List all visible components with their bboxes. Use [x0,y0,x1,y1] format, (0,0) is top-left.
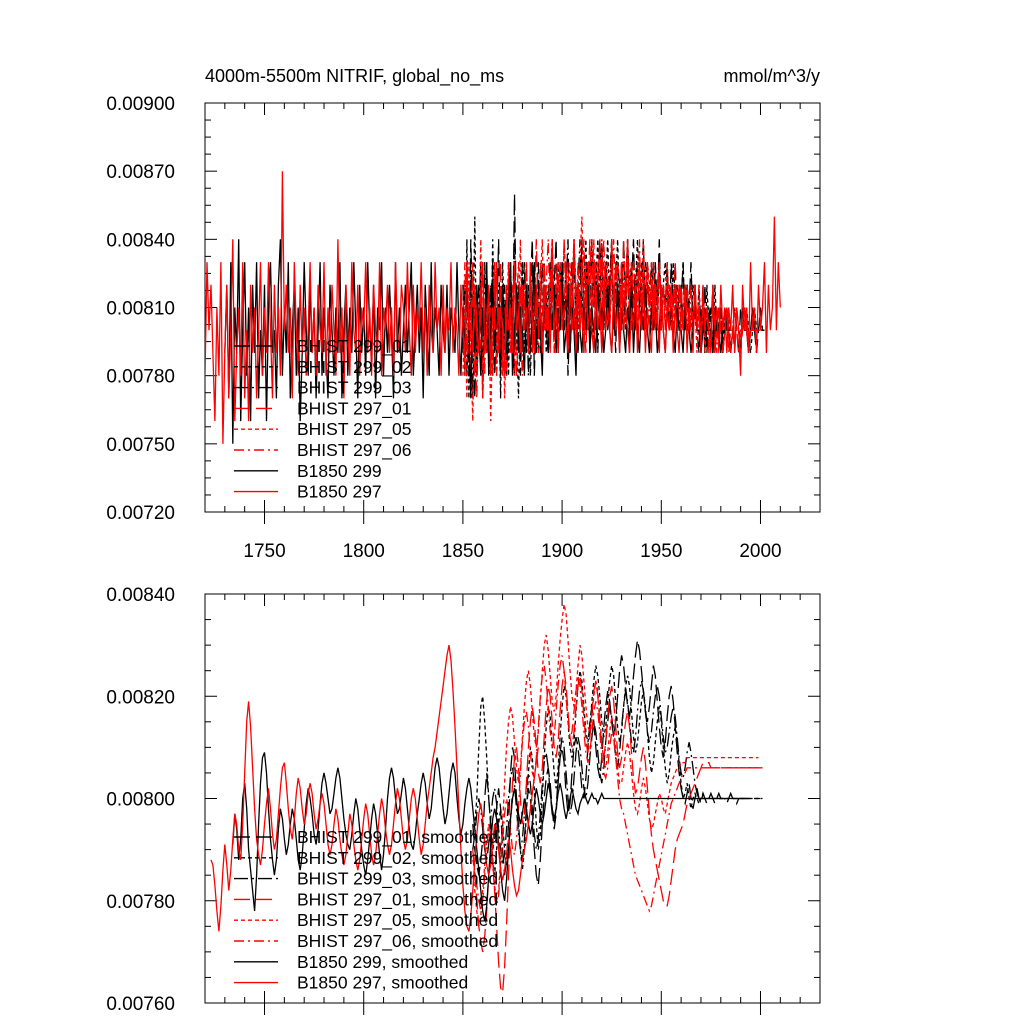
bottom-ytick-label: 0.00840 [106,585,175,606]
top-chart-units: mmol/m^3/y [724,66,820,86]
top-ytick-label: 0.00750 [106,435,175,456]
top-legend-label-3: BHIST 297_01 [297,398,411,419]
bottom-legend-label-2: BHIST 299_03, smoothed [297,869,498,890]
top-legend-label-2: BHIST 299_03 [297,378,411,399]
bottom-series-line-5 [472,655,759,913]
bottom-legend-label-6: B1850 299, smoothed [297,952,468,972]
top-legend-label-6: B1850 299 [297,461,382,481]
bottom-ytick-label: 0.00820 [106,687,175,708]
top-xtick-label: 1800 [343,541,385,562]
bottom-chart: 0.00760 0.00780 0.00800 0.00820 0.00840 BHIST… [106,585,821,1015]
bottom-series-line-6 [232,752,751,922]
top-chart: 0.00720 0.00750 0.00780 0.00810 0.00840 0.008… [106,94,821,562]
top-legend-label-0: BHIST 299_01 [297,336,411,357]
top-legend-label-1: BHIST 299_02 [297,357,411,378]
bottom-series-line-3 [472,670,763,994]
top-ytick-label: 0.00720 [106,503,175,524]
top-series-group [205,171,781,444]
top-xtick-label: 1850 [442,541,484,562]
top-legend-label-4: BHIST 297_05 [297,419,411,440]
bottom-legend-label-1: BHIST 299_02, smoothed [297,848,498,869]
top-ytick-label: 0.00810 [106,299,175,320]
top-xtick-label: 2000 [739,541,781,562]
bottom-legend-label-3: BHIST 297_01, smoothed [297,889,498,910]
top-ytick-label: 0.00900 [106,94,175,115]
top-ytick-label: 0.00840 [106,230,175,251]
top-xtick-label: 1750 [243,541,285,562]
bottom-legend-label-0: BHIST 299_01, smoothed [297,827,498,848]
top-ytick-label: 0.00870 [106,162,175,183]
bottom-ytick-label: 0.00760 [106,994,175,1015]
top-legend-label-7: B1850 297 [297,482,382,502]
bottom-series-line-7 [210,644,539,932]
bottom-legend-label-5: BHIST 297_06, smoothed [297,931,498,952]
top-series-line-7 [205,171,781,444]
bottom-legend-label-7: B1850 297, smoothed [297,973,468,993]
top-xtick-label: 1900 [541,541,583,562]
bottom-legend-label-4: BHIST 297_05, smoothed [297,910,498,931]
top-ytick-label: 0.00780 [106,367,175,388]
top-legend-label-5: BHIST 297_06 [297,440,411,461]
top-series-line-4 [462,216,761,422]
top-chart-title: 4000m-5500m NITRIF, global_no_ms [205,66,504,87]
bottom-series-group [210,604,763,994]
bottom-ytick-label: 0.00800 [106,790,175,811]
top-series-line-5 [462,239,761,399]
top-xtick-label: 1950 [640,541,682,562]
bottom-ytick-label: 0.00780 [106,892,175,913]
top-series-line-6 [224,239,731,444]
